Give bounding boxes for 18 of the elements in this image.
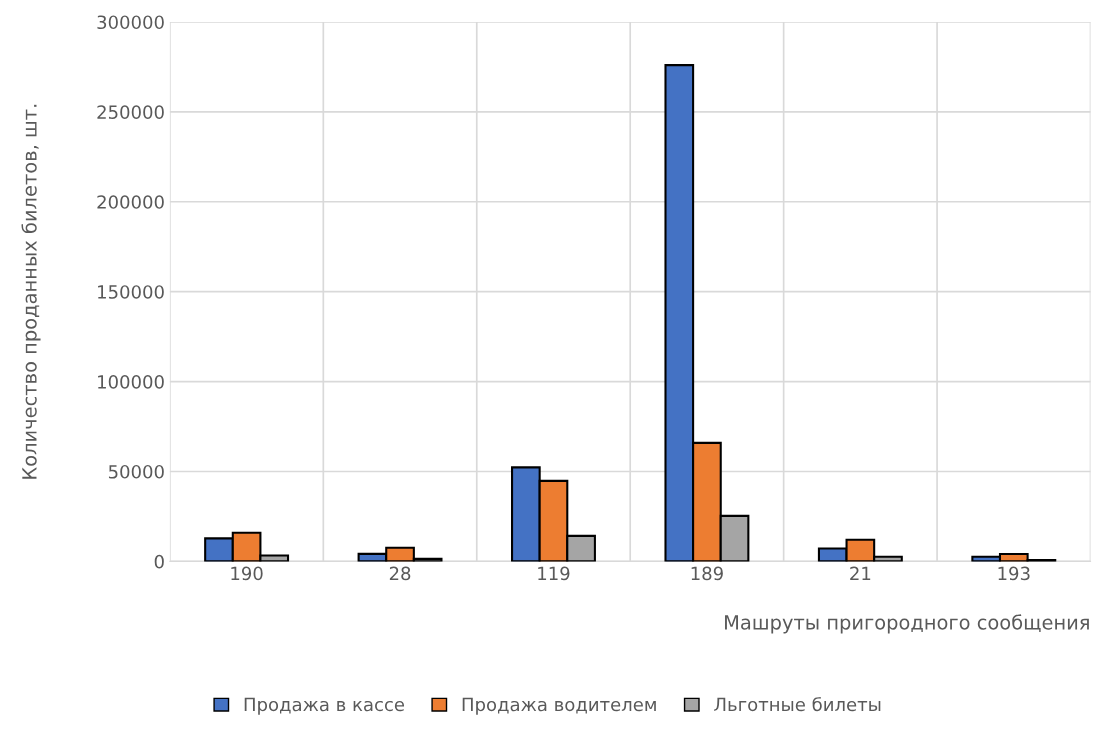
x-tick-label: 190 [231, 566, 263, 581]
x-tick-label: 21 [850, 566, 871, 580]
y-tick-label: 250000 [97, 105, 164, 119]
x-axis-title: Машруты пригородного сообщения [725, 614, 1089, 634]
y-axis-title: Количество проданных билетов, шт. [21, 104, 41, 479]
x-tick-label: 189 [691, 566, 723, 581]
x-tick-label: 193 [998, 566, 1030, 581]
y-tick-label: 50000 [108, 464, 164, 479]
legend-label: Льготные билеты [714, 696, 881, 712]
y-tick-label: 100000 [98, 375, 164, 389]
legend-label: Продажа в кассе [244, 697, 405, 715]
y-tick-label: 300000 [97, 15, 164, 30]
y-tick-label: 200000 [97, 195, 164, 209]
x-tick-label: 119 [538, 566, 570, 581]
legend-label: Продажа водителем [462, 697, 656, 715]
y-tick-label: 0 [154, 554, 164, 569]
x-tick-label: 28 [389, 566, 411, 581]
y-tick-label: 150000 [98, 285, 164, 299]
